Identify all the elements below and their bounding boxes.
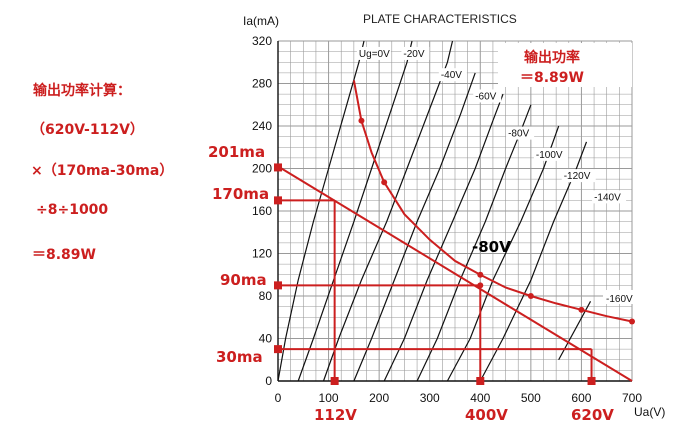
max-dissipation-curve [352, 80, 633, 323]
x-axis-label: Ua(V) [634, 405, 665, 419]
plate-curve [277, 40, 365, 382]
x-tick-label: 0 [275, 391, 282, 405]
calc-line-current: ×（170ma-30ma） [31, 163, 174, 179]
curve-label: -120V [564, 171, 591, 182]
voltage-marker [330, 377, 339, 385]
y-tick-label: 320 [252, 34, 272, 48]
current-marker [274, 345, 282, 354]
calc-line-result: ＝8.89W [32, 247, 96, 263]
curve-label-bg [473, 89, 502, 103]
chart-grid [277, 40, 633, 382]
current-marker [274, 281, 282, 290]
dissipation-marker [527, 293, 534, 299]
plate-curve [383, 93, 504, 382]
plate-curve [353, 72, 476, 382]
curve-label: -100V [536, 150, 563, 161]
curve-label-bg [438, 68, 467, 82]
curve-label-160v: -160V [606, 294, 633, 305]
current-marker [274, 196, 282, 205]
y-tick-label: 240 [252, 119, 272, 133]
dissipation-marker [381, 179, 388, 186]
dissipation-marker [358, 117, 365, 124]
calc-title: 输出功率计算： [33, 83, 131, 99]
curve-label-bg [533, 147, 568, 161]
plate-curve [446, 125, 560, 382]
dissipation-marker [629, 318, 635, 325]
operating-point-label: -80V [472, 238, 511, 256]
x-tick-label: 700 [622, 391, 642, 405]
power-box [498, 43, 632, 87]
current-marker [274, 163, 282, 172]
curve-label-bg [603, 290, 651, 304]
curve-label: Ug=0V [359, 49, 390, 60]
y-tick-label: 80 [259, 289, 273, 303]
y-tick-label: 40 [259, 332, 273, 346]
load-line [277, 165, 633, 382]
chart-title: PLATE CHARACTERISTICS [363, 12, 517, 26]
calc-line-voltage: （620V-112V） [31, 122, 144, 138]
y-axis-label: Ia(mA) [243, 14, 279, 28]
x-tick-label: 500 [521, 391, 541, 405]
y-tick-label: 120 [252, 247, 272, 261]
curve-label-bg [561, 169, 596, 183]
current-label: 201ma [208, 143, 265, 161]
curve-label: -80V [508, 129, 529, 140]
current-label: 170ma [212, 185, 269, 203]
voltage-label: 620V [571, 406, 614, 424]
load-line-annotations [274, 80, 635, 385]
y-tick-label: 280 [252, 77, 272, 91]
operating-point [477, 282, 484, 289]
calc-line-divide: ÷8÷1000 [36, 202, 109, 218]
curve-label: -40V [441, 70, 462, 81]
y-tick-label: 160 [252, 204, 272, 218]
current-label: 30ma [216, 348, 263, 366]
voltage-label: 400V [465, 406, 508, 424]
power-box-value: ＝8.89W [520, 70, 584, 86]
x-tick-label: 100 [319, 391, 339, 405]
voltage-marker [476, 377, 485, 385]
curve-label: -140V [594, 192, 621, 203]
curve-label-bg [506, 126, 535, 140]
voltage-label: 112V [314, 406, 357, 424]
y-tick-label: 200 [252, 162, 272, 176]
chart-labels: 0 40 80 120 160 200 240 280 320 0 100 200 300 400 500 6… [208, 12, 665, 424]
current-label: 90ma [220, 271, 267, 289]
y-tick-label: 0 [265, 374, 272, 388]
curve-label-bg [356, 46, 391, 60]
x-tick-label: 300 [420, 391, 440, 405]
curve-label: -20V [403, 49, 424, 60]
curve-label-bg [592, 190, 627, 204]
x-tick-label: 400 [470, 391, 490, 405]
dissipation-marker [578, 306, 585, 313]
voltage-marker [587, 377, 596, 385]
plate-curve [479, 141, 588, 382]
x-tick-label: 600 [571, 391, 591, 405]
dissipation-marker [477, 271, 484, 278]
curve-label-bg [401, 46, 430, 60]
curve-label: -60V [475, 91, 496, 102]
plate-curve [297, 40, 413, 382]
x-tick-label: 200 [369, 391, 389, 405]
power-box-title: 输出功率 [524, 49, 580, 66]
